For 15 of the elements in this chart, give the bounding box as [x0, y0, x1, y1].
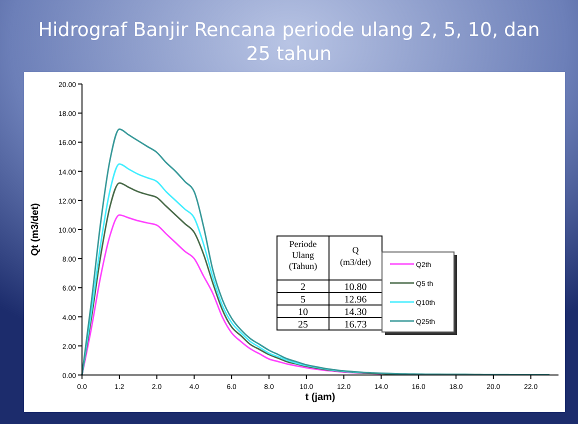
annotation: 14.30 — [344, 307, 367, 318]
annotation: 5 — [300, 294, 306, 306]
annotation: 25 — [298, 320, 308, 330]
annotation: 12.96 — [344, 294, 367, 306]
line-series — [81, 128, 550, 376]
annotation: 16.73 — [344, 320, 367, 330]
annotation: Q (m3/det) — [340, 245, 371, 267]
annotation: 2 — [300, 282, 306, 293]
line-series — [81, 214, 382, 376]
annotation: 10.80 — [344, 282, 367, 293]
x-axis-title: t (jam) — [305, 392, 336, 403]
annotation: 10 — [298, 307, 308, 318]
y-axis-title: Qt (m3/det) — [30, 203, 41, 256]
chart-title: Hidrograf Banjir Rencana periode ulang 2, 5, 10, dan 25 tahun — [38, 19, 540, 65]
annotation: Periode Ulang (Tahun) — [288, 239, 318, 271]
